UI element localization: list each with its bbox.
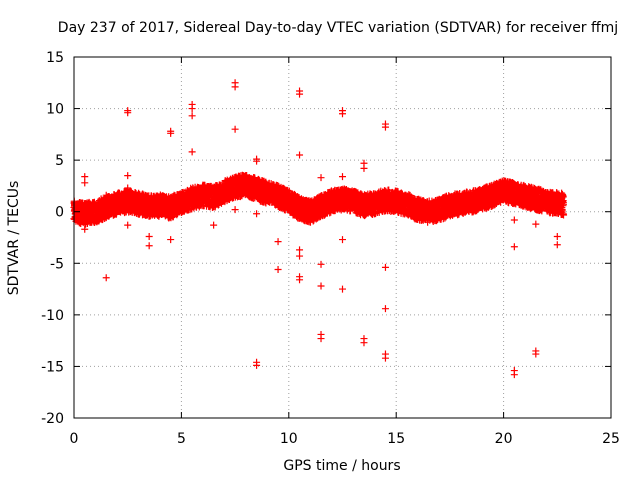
chart-title: Day 237 of 2017, Sidereal Day-to-day VTE… — [58, 20, 618, 36]
data-points — [70, 79, 568, 379]
